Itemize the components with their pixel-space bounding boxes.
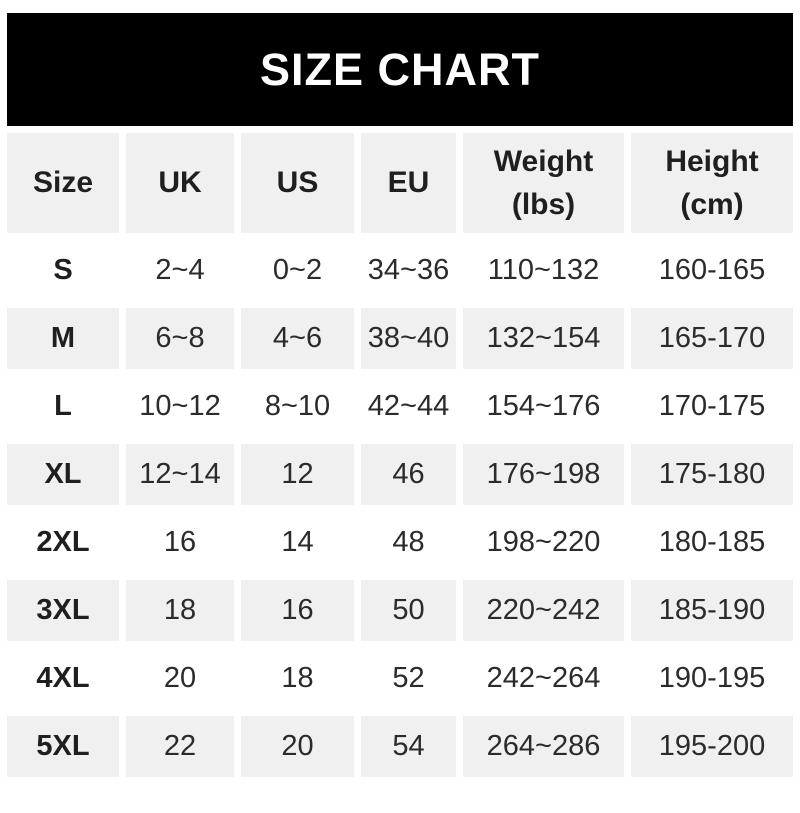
us-cell: 8~10 xyxy=(241,376,354,437)
eu-cell: 34~36 xyxy=(361,240,456,301)
us-cell: 4~6 xyxy=(241,308,354,369)
weight-cell: 110~132 xyxy=(463,240,624,301)
table-row-s: S 2~4 0~2 34~36 110~132 160-165 xyxy=(7,240,793,301)
size-cell: 5XL xyxy=(7,716,119,777)
height-cell: 170-175 xyxy=(631,376,793,437)
col-header-size-label: Size xyxy=(32,166,94,200)
size-cell: M xyxy=(7,308,119,369)
us-cell: 16 xyxy=(241,580,354,641)
eu-cell: 52 xyxy=(361,648,456,709)
uk-cell: 12~14 xyxy=(126,444,234,505)
col-header-eu-label: EU xyxy=(387,166,430,200)
weight-cell: 198~220 xyxy=(463,512,624,573)
table-row-xl: XL 12~14 12 46 176~198 175-180 xyxy=(7,444,793,505)
col-header-height-label: Height xyxy=(665,144,759,178)
eu-cell: 46 xyxy=(361,444,456,505)
col-header-size: Size xyxy=(7,133,119,233)
us-cell: 12 xyxy=(241,444,354,505)
weight-cell: 154~176 xyxy=(463,376,624,437)
size-cell: 2XL xyxy=(7,512,119,573)
col-header-us-label: US xyxy=(276,166,319,200)
table-row-4xl: 4XL 20 18 52 242~264 190-195 xyxy=(7,648,793,709)
us-cell: 18 xyxy=(241,648,354,709)
eu-cell: 38~40 xyxy=(361,308,456,369)
table-row-5xl: 5XL 22 20 54 264~286 195-200 xyxy=(7,716,793,777)
col-header-weight: Weight (lbs) xyxy=(463,133,624,233)
col-header-uk: UK xyxy=(126,133,234,233)
size-cell: 3XL xyxy=(7,580,119,641)
col-header-weight-unit: (lbs) xyxy=(511,188,576,221)
table-row-3xl: 3XL 18 16 50 220~242 185-190 xyxy=(7,580,793,641)
uk-cell: 10~12 xyxy=(126,376,234,437)
height-cell: 165-170 xyxy=(631,308,793,369)
uk-cell: 6~8 xyxy=(126,308,234,369)
size-cell: 4XL xyxy=(7,648,119,709)
eu-cell: 48 xyxy=(361,512,456,573)
weight-cell: 132~154 xyxy=(463,308,624,369)
uk-cell: 18 xyxy=(126,580,234,641)
height-cell: 185-190 xyxy=(631,580,793,641)
size-chart-banner: SIZE CHART xyxy=(7,13,793,126)
uk-cell: 2~4 xyxy=(126,240,234,301)
height-cell: 190-195 xyxy=(631,648,793,709)
uk-cell: 16 xyxy=(126,512,234,573)
col-header-height-unit: (cm) xyxy=(680,188,744,221)
col-header-height: Height (cm) xyxy=(631,133,793,233)
eu-cell: 50 xyxy=(361,580,456,641)
height-cell: 195-200 xyxy=(631,716,793,777)
col-header-us: US xyxy=(241,133,354,233)
size-cell: S xyxy=(7,240,119,301)
height-cell: 180-185 xyxy=(631,512,793,573)
eu-cell: 42~44 xyxy=(361,376,456,437)
header-row: Size UK US EU Weight (lbs) Height (cm) xyxy=(7,133,793,233)
weight-cell: 264~286 xyxy=(463,716,624,777)
us-cell: 14 xyxy=(241,512,354,573)
table-row-m: M 6~8 4~6 38~40 132~154 165-170 xyxy=(7,308,793,369)
page-title: SIZE CHART xyxy=(260,43,540,95)
size-cell: XL xyxy=(7,444,119,505)
height-cell: 175-180 xyxy=(631,444,793,505)
eu-cell: 54 xyxy=(361,716,456,777)
us-cell: 20 xyxy=(241,716,354,777)
size-cell: L xyxy=(7,376,119,437)
col-header-uk-label: UK xyxy=(158,166,202,200)
size-chart-table: Size UK US EU Weight (lbs) Height (cm) S… xyxy=(0,126,800,784)
uk-cell: 22 xyxy=(126,716,234,777)
table-row-l: L 10~12 8~10 42~44 154~176 170-175 xyxy=(7,376,793,437)
height-cell: 160-165 xyxy=(631,240,793,301)
us-cell: 0~2 xyxy=(241,240,354,301)
table-row-2xl: 2XL 16 14 48 198~220 180-185 xyxy=(7,512,793,573)
weight-cell: 220~242 xyxy=(463,580,624,641)
uk-cell: 20 xyxy=(126,648,234,709)
col-header-weight-label: Weight xyxy=(493,144,594,178)
weight-cell: 242~264 xyxy=(463,648,624,709)
col-header-eu: EU xyxy=(361,133,456,233)
weight-cell: 176~198 xyxy=(463,444,624,505)
